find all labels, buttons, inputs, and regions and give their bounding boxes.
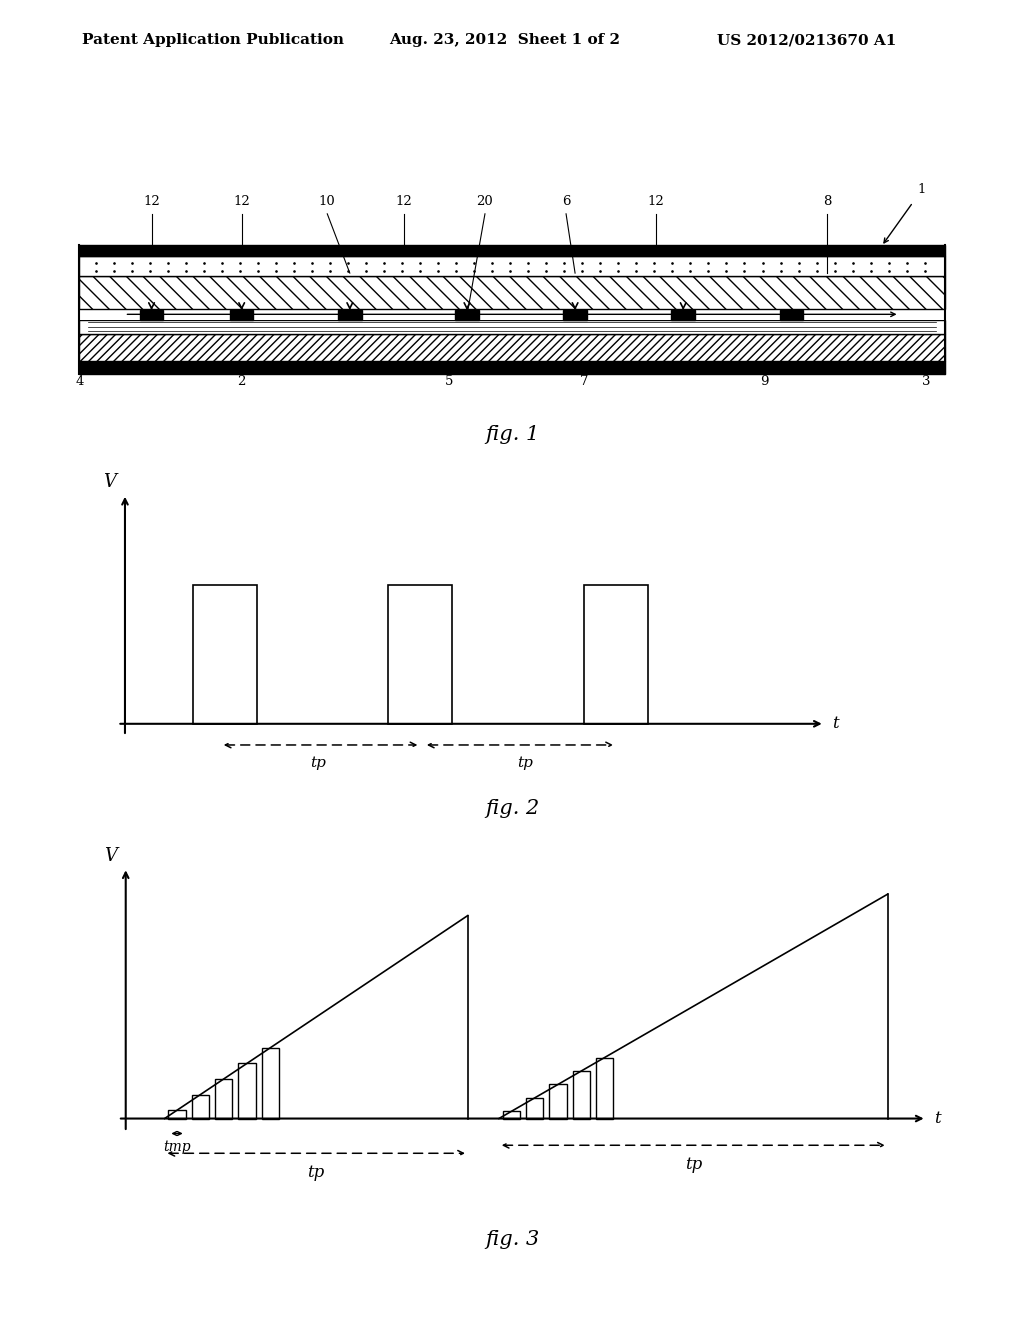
- Text: t: t: [934, 1110, 941, 1127]
- Text: 3: 3: [923, 375, 931, 388]
- Bar: [338, 310, 361, 321]
- Bar: [596, 1057, 613, 1118]
- Text: 8: 8: [823, 195, 831, 209]
- Text: 10: 10: [318, 195, 336, 209]
- Text: 12: 12: [395, 195, 413, 209]
- Bar: [80, 244, 944, 256]
- Bar: [262, 1048, 279, 1118]
- Text: 20: 20: [476, 195, 494, 209]
- Bar: [572, 1071, 590, 1118]
- Bar: [230, 310, 253, 321]
- Text: 2: 2: [238, 375, 246, 388]
- Bar: [584, 585, 648, 723]
- Text: fig. 3: fig. 3: [485, 1230, 539, 1249]
- Text: tp: tp: [685, 1156, 701, 1173]
- Text: US 2012/0213670 A1: US 2012/0213670 A1: [717, 33, 896, 48]
- Bar: [169, 1110, 185, 1118]
- Text: 5: 5: [444, 375, 453, 388]
- Text: tmp: tmp: [163, 1140, 190, 1154]
- Bar: [526, 1098, 543, 1118]
- Text: Aug. 23, 2012  Sheet 1 of 2: Aug. 23, 2012 Sheet 1 of 2: [389, 33, 621, 48]
- Bar: [80, 256, 944, 276]
- Text: tp: tp: [307, 1164, 325, 1181]
- Bar: [456, 310, 478, 321]
- Text: V: V: [103, 846, 117, 865]
- Bar: [239, 1064, 256, 1118]
- Text: fig. 1: fig. 1: [485, 425, 539, 444]
- Bar: [779, 310, 803, 321]
- Text: 9: 9: [760, 375, 769, 388]
- Bar: [140, 310, 163, 321]
- Text: Patent Application Publication: Patent Application Publication: [82, 33, 344, 48]
- Bar: [193, 585, 257, 723]
- Bar: [672, 310, 695, 321]
- Bar: [191, 1094, 209, 1118]
- Text: 6: 6: [562, 195, 570, 209]
- Text: 12: 12: [143, 195, 160, 209]
- Bar: [80, 334, 944, 360]
- Text: 1: 1: [918, 183, 926, 197]
- Bar: [80, 276, 944, 309]
- Text: 12: 12: [233, 195, 250, 209]
- Bar: [550, 1085, 566, 1118]
- Bar: [563, 310, 587, 321]
- Text: tp: tp: [310, 756, 326, 770]
- Bar: [215, 1078, 232, 1118]
- Text: 7: 7: [580, 375, 589, 388]
- Text: tp: tp: [518, 756, 534, 770]
- Bar: [388, 585, 453, 723]
- Text: 4: 4: [76, 375, 84, 388]
- Text: V: V: [103, 473, 117, 491]
- Bar: [80, 309, 944, 321]
- Bar: [80, 321, 944, 334]
- Bar: [503, 1111, 520, 1118]
- Text: t: t: [833, 715, 839, 733]
- Bar: [80, 360, 944, 374]
- Text: fig. 2: fig. 2: [485, 799, 539, 817]
- Text: 12: 12: [648, 195, 665, 209]
